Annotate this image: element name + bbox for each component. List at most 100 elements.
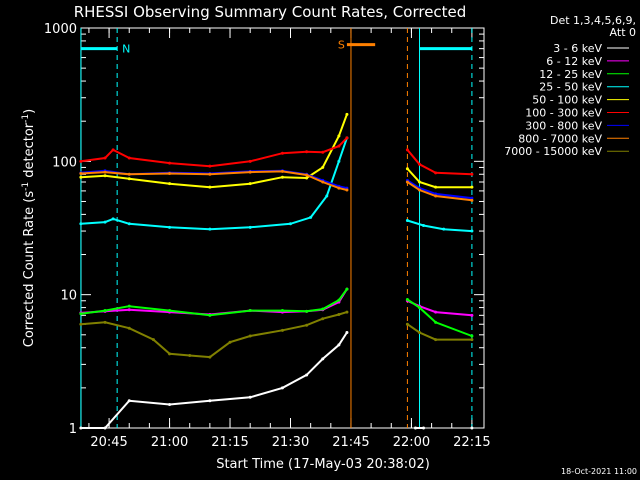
legend-entry-label: 100 - 300 keV — [525, 107, 602, 120]
legend-entry-label: 6 - 12 keV — [546, 55, 602, 68]
series-point — [208, 227, 212, 231]
series-point — [422, 224, 426, 228]
series-point — [103, 426, 107, 430]
y-tick-label: 10 — [60, 289, 77, 304]
series-point — [405, 180, 409, 184]
series-point — [208, 172, 212, 176]
series-point — [305, 173, 309, 177]
x-tick-label: 22:00 — [393, 435, 430, 450]
series-point — [208, 355, 212, 359]
series-point — [127, 177, 131, 181]
series-point — [434, 338, 438, 342]
series-point — [79, 172, 83, 176]
series-point — [168, 403, 172, 407]
series-point — [470, 338, 474, 342]
series-point — [417, 331, 421, 335]
series-point — [337, 134, 341, 138]
series-point — [413, 426, 417, 430]
series-point — [337, 298, 341, 302]
series-point — [79, 322, 83, 326]
series-point — [79, 159, 83, 163]
series-line — [406, 181, 473, 202]
series-point — [79, 175, 83, 179]
series-point — [337, 186, 341, 190]
series-point — [470, 426, 474, 430]
series-point — [422, 426, 426, 430]
series-point — [79, 222, 83, 226]
interval-label: S — [338, 39, 345, 52]
series-point — [103, 170, 107, 174]
series-point — [103, 174, 107, 178]
series-point — [345, 287, 349, 291]
series-point — [345, 310, 349, 314]
series-point — [321, 150, 325, 154]
series-point — [470, 172, 474, 176]
series-point — [345, 331, 349, 335]
series-point — [417, 306, 421, 310]
series-line — [406, 179, 473, 200]
series-point — [305, 373, 309, 377]
series-point — [151, 338, 155, 342]
x-tick-label: 21:00 — [151, 435, 188, 450]
legend-entry-label: 7000 - 15000 keV — [504, 145, 602, 158]
series-point — [434, 185, 438, 189]
series-point — [127, 172, 131, 176]
series-point — [470, 198, 474, 202]
series-point — [103, 156, 107, 160]
series-point — [168, 172, 172, 176]
series-point — [188, 353, 192, 357]
series-point — [79, 312, 83, 316]
series-point — [470, 229, 474, 233]
x-tick-label: 21:15 — [211, 435, 248, 450]
series-point — [434, 320, 438, 324]
series-point — [168, 352, 172, 356]
series-point — [127, 304, 131, 308]
series-point — [417, 180, 421, 184]
series-point — [208, 185, 212, 189]
x-axis-label: Start Time (17-May-03 20:38:02) — [216, 457, 430, 472]
series-point — [305, 176, 309, 180]
series-point — [470, 196, 474, 200]
chart-title: RHESSI Observing Summary Count Rates, Co… — [74, 3, 467, 21]
series-point — [309, 215, 313, 219]
series-point — [248, 309, 252, 313]
series-point — [470, 313, 474, 317]
legend-entry-label: 800 - 7000 keV — [518, 132, 602, 145]
legend-header-line2: Att 0 — [610, 26, 636, 39]
legend-header-line1: Det 1,3,4,5,6,9, — [550, 14, 636, 27]
series-point — [103, 220, 107, 224]
series-point — [228, 340, 232, 344]
series-point — [280, 151, 284, 155]
series-line — [80, 137, 348, 168]
y-tick-label: 100 — [52, 155, 77, 170]
series-point — [168, 182, 172, 186]
series-point — [434, 171, 438, 175]
series-point — [248, 170, 252, 174]
series-point — [442, 227, 446, 231]
series-line — [407, 219, 472, 233]
series-point — [337, 159, 341, 163]
series-point — [434, 310, 438, 314]
series-point — [127, 326, 131, 330]
series-point — [168, 225, 172, 229]
series-point — [248, 182, 252, 186]
series-point — [417, 188, 421, 192]
series-point — [127, 399, 131, 403]
legend-entry-label: 300 - 800 keV — [525, 119, 602, 132]
series-point — [405, 322, 409, 326]
series-point — [280, 309, 284, 313]
series-point — [321, 317, 325, 321]
legend-entry-label: 50 - 100 keV — [532, 94, 602, 107]
series-point — [127, 156, 131, 160]
footer-date: 18-Oct-2021 11:00 — [561, 467, 637, 476]
series-point — [337, 343, 341, 347]
y-tick-label: 1 — [69, 422, 77, 437]
legend-entry-label: 12 - 25 keV — [539, 68, 602, 81]
series-point — [470, 334, 474, 338]
series-point — [321, 180, 325, 184]
series-point — [280, 175, 284, 179]
series-point — [208, 313, 212, 317]
